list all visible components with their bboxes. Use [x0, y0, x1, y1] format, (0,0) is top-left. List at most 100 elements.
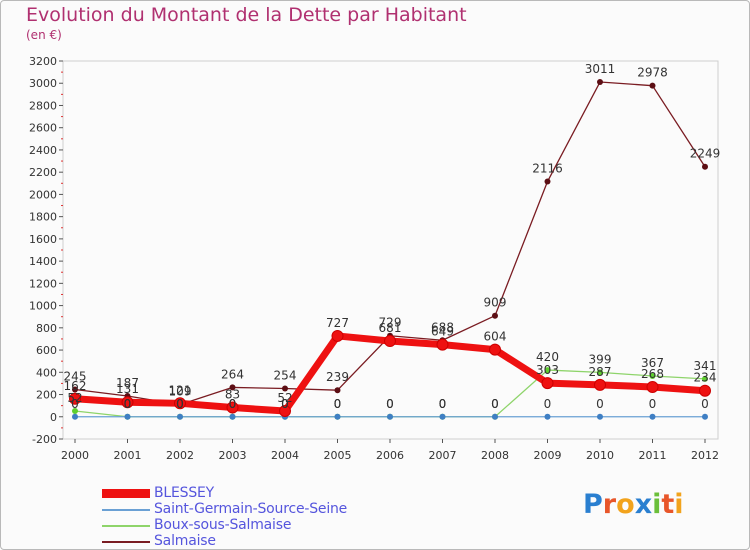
data-point-saint-germain-source-seine [702, 413, 708, 420]
data-label-salmaise: 245 [64, 370, 87, 384]
legend-label-blessey: BLESSEY [154, 485, 215, 501]
logo-letter: t [661, 489, 675, 520]
data-point-blessey [489, 343, 501, 356]
data-point-boux-sous-salmaise [649, 372, 656, 379]
data-point-saint-germain-source-seine [177, 413, 183, 420]
logo-letter: P [583, 489, 603, 520]
data-label-saint-germain-source-seine: 0 [386, 397, 394, 411]
data-label-boux-sous-salmaise: 0 [334, 397, 342, 411]
data-point-salmaise [702, 163, 708, 170]
data-point-saint-germain-source-seine [387, 413, 393, 420]
y-tick-label: 3000 [29, 77, 57, 90]
data-label-blessey: 162 [64, 379, 87, 393]
data-label-boux-sous-salmaise: 420 [536, 350, 559, 364]
y-tick-label: 2200 [29, 166, 57, 179]
data-label-blessey: 727 [326, 316, 349, 330]
data-point-salmaise [492, 312, 498, 319]
y-tick-label: 1800 [29, 211, 57, 224]
x-tick-label: 2012 [691, 449, 719, 462]
y-tick-label: 600 [36, 344, 57, 357]
data-label-saint-germain-source-seine: 0 [229, 397, 237, 411]
x-tick-label: 2007 [429, 449, 457, 462]
data-point-boux-sous-salmaise [702, 375, 708, 382]
y-tick-label: 2600 [29, 122, 57, 135]
x-tick-label: 2004 [271, 449, 299, 462]
data-point-saint-germain-source-seine [649, 413, 656, 420]
data-label-boux-sous-salmaise: 0 [281, 397, 289, 411]
y-tick-label: 0 [50, 411, 57, 424]
y-tick-label: 1000 [29, 300, 57, 313]
logo-letter: r [602, 489, 617, 520]
data-label-saint-germain-source-seine: 0 [281, 397, 289, 411]
data-label-saint-germain-source-seine: 0 [124, 397, 132, 411]
data-label-boux-sous-salmaise: 0 [124, 397, 132, 411]
data-label-saint-germain-source-seine: 0 [701, 397, 709, 411]
data-point-saint-germain-source-seine [597, 413, 603, 420]
data-point-blessey [541, 377, 554, 390]
y-tick-label: 1400 [29, 255, 57, 268]
x-tick-label: 2001 [114, 449, 142, 462]
data-label-saint-germain-source-seine: 0 [334, 397, 342, 411]
data-point-blessey [174, 397, 186, 410]
y-tick-label: 3200 [29, 55, 57, 68]
data-point-saint-germain-source-seine [334, 413, 341, 420]
legend-swatch-boux [102, 525, 150, 527]
legend-label-boux: Boux-sous-Salmaise [154, 517, 292, 533]
y-tick-label: 200 [36, 389, 57, 402]
data-label-boux-sous-salmaise: 341 [694, 359, 717, 373]
data-label-saint-germain-source-seine: 0 [491, 397, 499, 411]
data-point-blessey [594, 378, 606, 391]
y-tick-label: 2400 [29, 144, 57, 157]
logo-letter: i [674, 489, 684, 520]
data-label-blessey: 268 [641, 367, 664, 381]
data-point-blessey [69, 392, 81, 405]
data-label-salmaise: 2978 [637, 66, 668, 80]
data-point-salmaise [649, 82, 656, 89]
y-tick-label: 1600 [29, 233, 57, 246]
data-label-salmaise: 264 [221, 367, 244, 381]
data-label-boux-sous-salmaise: 0 [386, 397, 394, 411]
x-tick-label: 2008 [481, 449, 509, 462]
x-tick-label: 2005 [324, 449, 352, 462]
x-tick-label: 2010 [586, 449, 614, 462]
data-label-blessey: 83 [225, 388, 240, 402]
data-label-salmaise: 909 [484, 296, 507, 310]
data-label-saint-germain-source-seine: 0 [649, 397, 657, 411]
data-label-salmaise: 254 [274, 369, 297, 383]
data-point-boux-sous-salmaise [544, 367, 551, 374]
data-label-boux-sous-salmaise: 399 [589, 352, 612, 366]
data-label-salmaise: 239 [326, 370, 349, 384]
data-point-blessey [121, 396, 134, 409]
logo-letter: x [634, 489, 653, 520]
data-point-salmaise [282, 385, 288, 392]
y-tick-label: 800 [36, 322, 57, 335]
x-tick-label: 2011 [639, 449, 667, 462]
data-label-blessey: 303 [536, 363, 559, 377]
data-point-blessey [699, 384, 711, 397]
data-point-salmaise [229, 384, 236, 391]
data-label-saint-germain-source-seine: 0 [71, 397, 79, 411]
data-point-blessey [646, 380, 659, 393]
data-point-salmaise [544, 178, 551, 185]
data-point-saint-germain-source-seine [544, 413, 551, 420]
data-label-saint-germain-source-seine: 0 [544, 397, 552, 411]
data-label-boux-sous-salmaise: 0 [229, 397, 237, 411]
data-label-blessey: 131 [116, 382, 139, 396]
data-label-salmaise: 729 [379, 316, 402, 330]
data-point-blessey [331, 329, 344, 342]
data-point-blessey [436, 338, 449, 351]
legend-swatch-saint-germain [102, 509, 150, 511]
logo-letter: o [616, 489, 635, 520]
data-point-blessey [279, 404, 291, 417]
data-label-blessey: 681 [379, 321, 402, 335]
unit-label: (en €) [26, 28, 62, 42]
x-tick-label: 2003 [219, 449, 247, 462]
data-label-salmaise: 2249 [690, 147, 721, 161]
data-point-salmaise [334, 387, 341, 394]
y-tick-label: -200 [32, 433, 57, 446]
x-tick-label: 2002 [166, 449, 194, 462]
data-label-boux-sous-salmaise: 0 [439, 397, 447, 411]
data-point-saint-germain-source-seine [124, 413, 131, 420]
